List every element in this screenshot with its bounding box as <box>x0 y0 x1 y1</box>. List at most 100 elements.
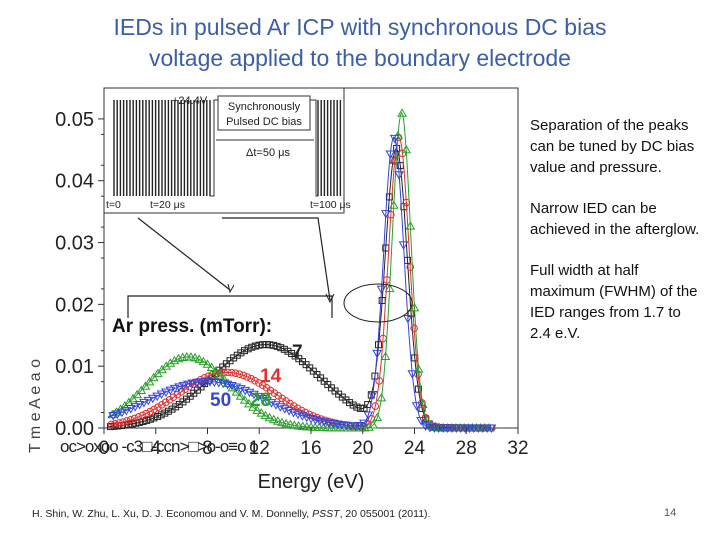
data-point <box>143 416 151 424</box>
x-tick-label: 32 <box>507 438 528 459</box>
data-point <box>233 351 241 359</box>
data-point <box>269 341 277 349</box>
data-point <box>413 364 424 373</box>
data-point <box>376 392 387 402</box>
data-point <box>397 108 407 117</box>
data-point <box>134 401 145 410</box>
data-point <box>161 398 170 407</box>
data-point <box>224 368 232 377</box>
data-point <box>158 401 166 409</box>
data-point <box>244 345 252 353</box>
series-50 <box>107 134 497 434</box>
data-point <box>407 370 418 379</box>
data-point <box>169 393 178 401</box>
pulse-label-box <box>217 95 311 131</box>
data-point <box>416 416 426 426</box>
x-axis-title: Energy (eV) <box>258 471 365 493</box>
data-point <box>363 411 374 421</box>
connector-line-right <box>222 217 331 301</box>
data-point <box>359 419 369 429</box>
data-point <box>157 411 165 419</box>
data-point <box>132 389 142 399</box>
data-point <box>130 414 139 423</box>
data-point <box>177 388 186 396</box>
x-tick-label: 16 <box>300 438 321 459</box>
data-point <box>288 349 296 357</box>
title-line-2: voltage applied to the boundary electrod… <box>149 45 571 71</box>
data-point <box>410 324 418 333</box>
data-point <box>354 422 365 431</box>
data-point <box>135 418 143 426</box>
data-point <box>277 417 287 427</box>
data-point <box>227 368 236 377</box>
data-point <box>360 404 368 412</box>
time-label-start: t=0 <box>106 199 121 211</box>
data-point <box>117 408 127 418</box>
x-tick-label: 24 <box>404 438 426 459</box>
data-point <box>277 344 285 352</box>
data-point <box>128 393 138 403</box>
data-point <box>126 415 135 424</box>
data-point <box>169 355 180 365</box>
data-point <box>165 358 176 367</box>
data-point <box>411 402 422 411</box>
data-point <box>178 381 189 391</box>
data-point <box>130 403 141 412</box>
data-point <box>216 369 224 377</box>
data-point <box>284 407 294 416</box>
data-point <box>235 391 246 400</box>
data-point <box>144 376 155 386</box>
legend-label-50: 50 <box>210 390 231 411</box>
data-point <box>368 420 378 429</box>
data-point <box>417 399 428 408</box>
data-point <box>243 373 252 381</box>
data-point <box>231 369 240 378</box>
data-point <box>150 414 158 422</box>
data-point <box>260 410 271 420</box>
data-point <box>139 398 149 408</box>
data-point <box>172 403 180 411</box>
data-point <box>266 386 275 395</box>
data-point <box>274 391 283 400</box>
data-point <box>381 210 391 219</box>
arrowhead <box>227 283 235 294</box>
data-point <box>202 359 213 368</box>
data-point <box>119 418 127 426</box>
data-point <box>235 385 246 394</box>
data-point <box>146 407 154 416</box>
data-point <box>247 374 255 383</box>
data-point <box>210 366 221 375</box>
legend-label-28: 28 <box>250 390 271 411</box>
y-tick-label: 0.00 <box>55 418 94 440</box>
data-point <box>282 397 290 405</box>
data-point <box>173 390 182 399</box>
data-point <box>255 379 263 387</box>
bullet-item-1: Separation of the peaks can be tuned by … <box>530 117 695 176</box>
legend-label-7: 7 <box>292 342 303 363</box>
data-point <box>372 349 382 359</box>
bullet-item-2: Narrow IED can be achieved in the afterg… <box>530 200 700 238</box>
data-point <box>161 388 171 398</box>
garbled-tick-text-vertical: T m e A e a o <box>27 359 44 453</box>
data-point <box>237 349 245 357</box>
data-point <box>384 283 395 293</box>
data-point <box>240 386 251 396</box>
data-point <box>146 415 154 423</box>
data-point <box>165 396 174 404</box>
data-point <box>403 314 413 324</box>
data-point <box>190 352 200 362</box>
legend-label-14: 14 <box>260 366 282 387</box>
data-point <box>249 390 259 400</box>
data-point <box>244 388 255 398</box>
data-point <box>174 383 185 392</box>
data-point <box>134 413 143 421</box>
arrowhead <box>325 293 335 304</box>
data-point <box>231 387 242 396</box>
data-point <box>264 412 275 422</box>
data-point <box>161 409 169 417</box>
x-tick-label: 0 <box>99 438 110 459</box>
data-point <box>125 405 136 414</box>
citation-ref: , 20 055001 (2011). <box>339 508 431 520</box>
data-point <box>385 150 396 160</box>
